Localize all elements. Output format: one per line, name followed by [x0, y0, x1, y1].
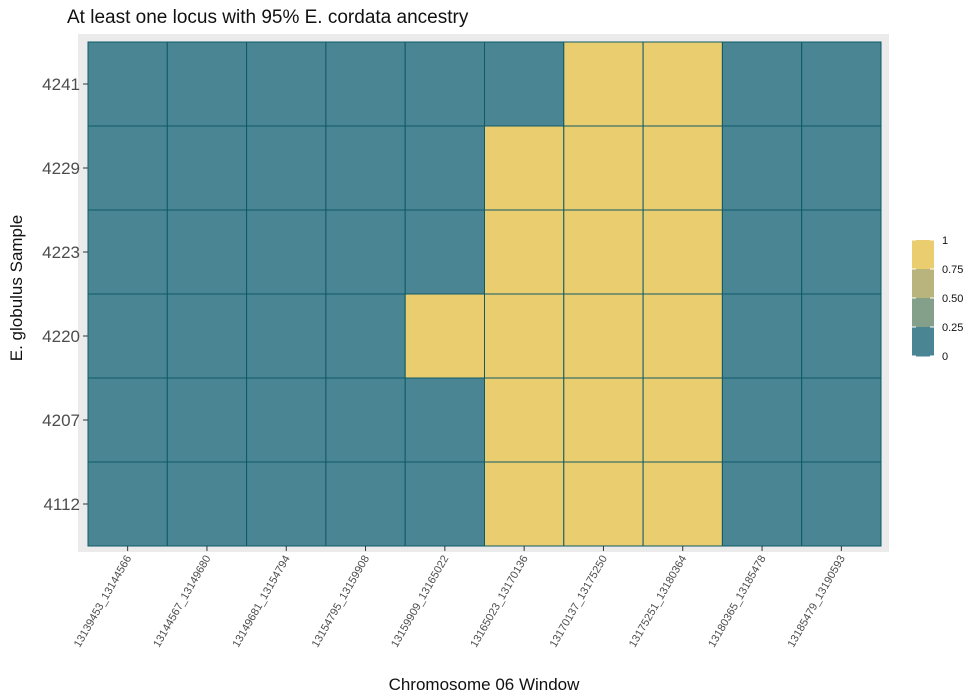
heatmap-tile	[642, 209, 723, 295]
heatmap-tile	[166, 377, 248, 463]
heatmap-tile	[404, 293, 486, 379]
y-tick-label: 4207	[42, 411, 80, 430]
heatmap-tile	[563, 377, 644, 463]
y-tick-label: 4112	[43, 495, 80, 514]
heatmap-tile	[87, 377, 168, 463]
color-legend: 1 0.75 0.50 0.25 0	[912, 235, 963, 363]
heatmap-tile	[721, 125, 803, 211]
heatmap-tile	[801, 41, 882, 127]
heatmap-tile	[246, 41, 327, 127]
y-axis-title: E. globulus Sample	[7, 215, 26, 361]
heatmap-tile	[246, 461, 327, 547]
legend-color-swatch	[912, 240, 934, 270]
heatmap-tile	[484, 293, 565, 379]
heatmap-tile	[325, 209, 406, 295]
heatmap-tile	[325, 41, 406, 127]
heatmap-tile	[721, 377, 803, 463]
heatmap-tile	[801, 377, 882, 463]
heatmap-tile	[721, 293, 803, 379]
heatmap-tile	[563, 461, 644, 547]
heatmap-tile	[246, 125, 327, 211]
heatmap-tile	[404, 125, 486, 211]
legend-label: 1	[942, 235, 948, 247]
heatmap-tile	[325, 461, 406, 547]
heatmap-tile	[404, 377, 486, 463]
chart-title: At least one locus with 95% E. cordata a…	[67, 7, 469, 28]
heatmap-tile	[642, 41, 723, 127]
heatmap-tile	[563, 41, 644, 127]
x-tick-label: 13149681_13154794	[230, 554, 292, 650]
heatmap-tile	[484, 377, 565, 463]
heatmap-tile	[721, 209, 803, 295]
heatmap-tile	[166, 41, 248, 127]
x-tick-label: 13170137_13175250	[548, 554, 610, 650]
heatmap-tile	[325, 377, 406, 463]
heatmap-tile	[246, 209, 327, 295]
heatmap-tile	[801, 293, 882, 379]
heatmap-tile	[166, 209, 248, 295]
heatmap-tile	[166, 461, 248, 547]
x-tick-label: 13175251_13180364	[627, 554, 689, 650]
x-axis-title: Chromosome 06 Window	[389, 675, 581, 694]
heatmap-tile	[87, 461, 168, 547]
heatmap-tile	[166, 125, 248, 211]
x-axis-ticks: 13139453_13144566 13144567_13149680 131496…	[72, 546, 848, 650]
x-tick-label: 13154795_13159908	[310, 554, 372, 650]
heatmap-tile	[563, 125, 644, 211]
heatmap-tiles	[87, 41, 882, 547]
legend-label: 0.25	[942, 322, 963, 334]
heatmap-tile	[642, 125, 723, 211]
heatmap-tile	[563, 209, 644, 295]
heatmap-tile	[87, 41, 168, 127]
x-tick-label: 13144567_13149680	[151, 554, 213, 650]
heatmap-tile	[325, 125, 406, 211]
y-tick-label: 4220	[42, 327, 80, 346]
heatmap-tile	[563, 293, 644, 379]
heatmap-tile	[801, 209, 882, 295]
y-tick-label: 4223	[42, 243, 80, 262]
heatmap-tile	[404, 41, 486, 127]
legend-label: 0.75	[942, 264, 963, 276]
heatmap-tile	[246, 293, 327, 379]
heatmap-tile	[87, 209, 168, 295]
legend-label: 0	[942, 351, 948, 363]
heatmap-tile	[484, 41, 565, 127]
x-tick-label: 13139453_13144566	[72, 554, 134, 650]
legend-color-swatch	[912, 269, 934, 299]
heatmap-tile	[325, 293, 406, 379]
legend-color-swatch	[912, 298, 934, 328]
heatmap-tile	[246, 377, 327, 463]
heatmap-tile	[87, 125, 168, 211]
x-tick-label: 13185479_13190593	[786, 554, 848, 650]
x-tick-label: 13165023_13170136	[468, 554, 530, 650]
heatmap-tile	[642, 293, 723, 379]
legend-color-swatch	[912, 327, 934, 357]
heatmap-tile	[484, 125, 565, 211]
heatmap-tile	[166, 293, 248, 379]
heatmap-tile	[721, 461, 803, 547]
x-tick-label: 13180365_13185478	[706, 554, 768, 650]
heatmap-tile	[642, 461, 723, 547]
y-tick-label: 4241	[42, 75, 80, 94]
y-tick-label: 4229	[42, 159, 80, 178]
legend-label: 0.50	[942, 293, 963, 305]
y-axis-ticks: 4241 4229 4223 4220 4207 4112	[42, 75, 88, 514]
heatmap-tile	[642, 377, 723, 463]
heatmap-tile	[801, 461, 882, 547]
heatmap-tile	[87, 293, 168, 379]
heatmap-tile	[484, 209, 565, 295]
heatmap-tile	[721, 41, 803, 127]
heatmap-tile	[404, 209, 486, 295]
heatmap-tile	[404, 461, 486, 547]
heatmap-tile	[484, 461, 565, 547]
x-tick-label: 13159909_13165022	[389, 554, 451, 650]
heatmap-tile	[801, 125, 882, 211]
